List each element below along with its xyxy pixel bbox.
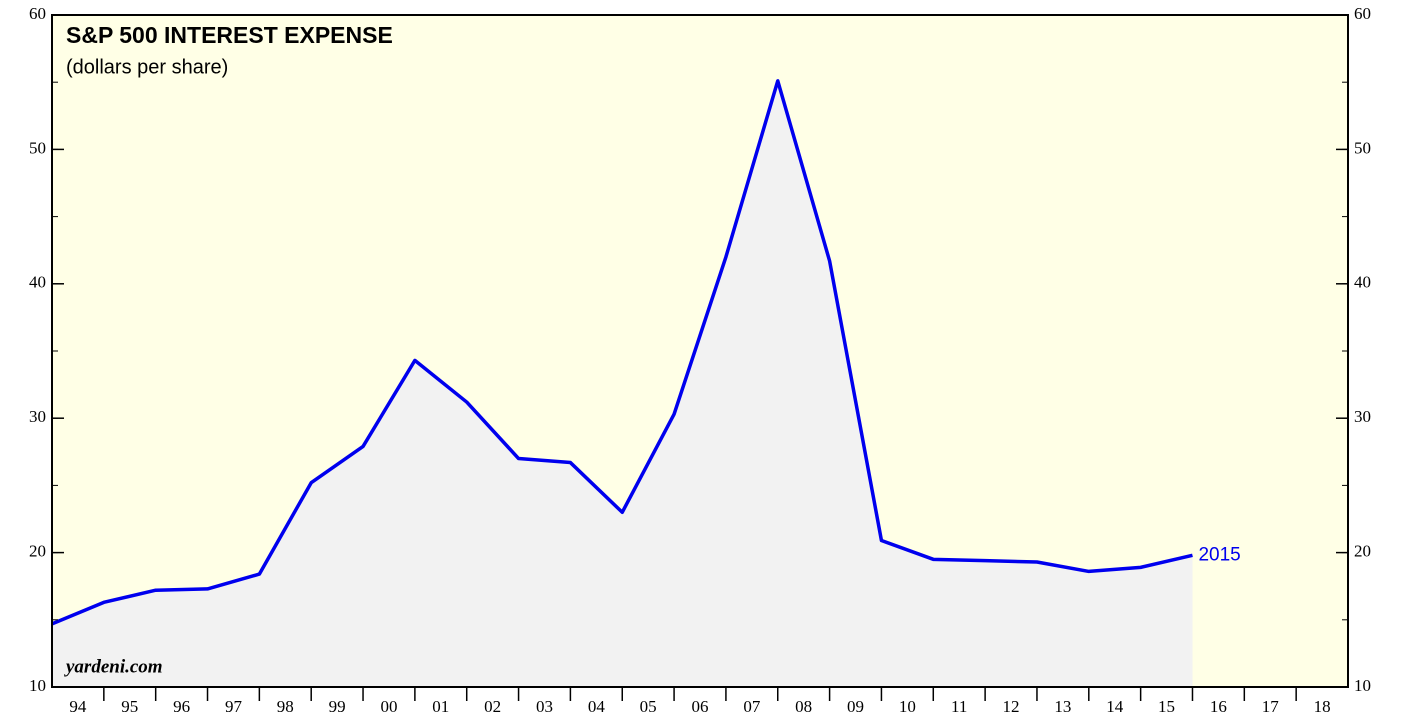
x-tick-label: 16 <box>1210 697 1227 716</box>
x-tick-label: 08 <box>795 697 812 716</box>
y-tick-label: 40 <box>29 273 46 292</box>
area <box>52 80 1193 687</box>
x-tick-label: 96 <box>173 697 190 716</box>
x-tick-label: 10 <box>899 697 916 716</box>
x-tick-label: 99 <box>329 697 346 716</box>
x-tick-label: 18 <box>1314 697 1331 716</box>
annotation: 2015 <box>1198 544 1240 565</box>
x-tick-label: 09 <box>847 697 864 716</box>
x-tick-label: 07 <box>743 697 761 716</box>
x-tick-label: 04 <box>588 697 606 716</box>
y-tick-label: 30 <box>29 407 46 426</box>
y2-tick-label: 30 <box>1354 407 1371 426</box>
source: yardeni.com <box>64 656 163 677</box>
y2-tick-label: 20 <box>1354 542 1371 561</box>
x-tick-label: 14 <box>1106 697 1124 716</box>
x-tick-label: 15 <box>1158 697 1175 716</box>
x-tick-label: 94 <box>69 697 87 716</box>
y2-tick-label: 40 <box>1354 273 1371 292</box>
x-tick-label: 11 <box>951 697 967 716</box>
chart-subtitle: (dollars per share) <box>66 56 228 78</box>
x-tick-label: 05 <box>640 697 657 716</box>
y-tick-label: 10 <box>29 676 46 695</box>
x-tick-label: 17 <box>1262 697 1280 716</box>
y2-tick-label: 50 <box>1354 138 1371 157</box>
line <box>51 79 1193 626</box>
x-tick-label: 01 <box>432 697 449 716</box>
y2-tick-label: 10 <box>1354 676 1371 695</box>
y-tick-label: 20 <box>29 542 46 561</box>
x-tick-label: 03 <box>536 697 553 716</box>
x-tick-label: 02 <box>484 697 501 716</box>
y-tick-label: 60 <box>29 4 46 23</box>
x-tick-label: 98 <box>277 697 294 716</box>
x-tick-label: 13 <box>1054 697 1071 716</box>
y2-tick-label: 60 <box>1354 4 1371 23</box>
x-tick-label: 95 <box>121 697 138 716</box>
x-tick-label: 12 <box>1003 697 1020 716</box>
chart-title: S&P 500 INTEREST EXPENSE <box>66 22 393 48</box>
x-tick-label: 00 <box>380 697 397 716</box>
y-tick-label: 50 <box>29 138 46 157</box>
x-tick-label: 06 <box>692 697 709 716</box>
x-tick-label: 97 <box>225 697 243 716</box>
